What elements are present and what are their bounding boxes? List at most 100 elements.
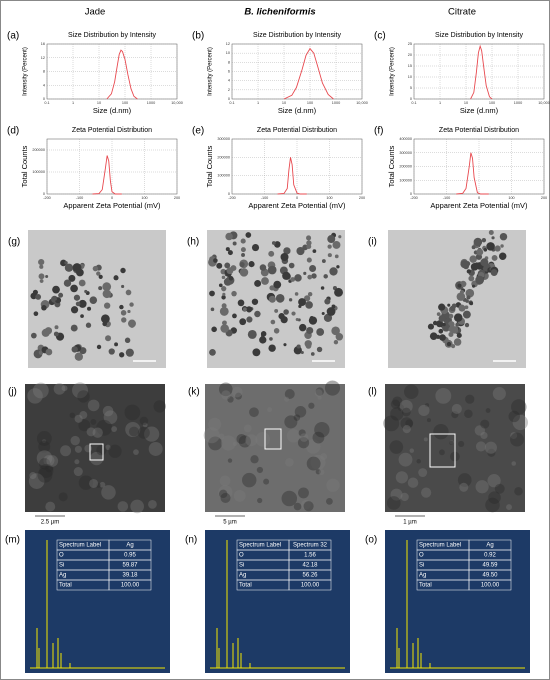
- particle: [466, 269, 472, 274]
- particle: [222, 292, 226, 296]
- texture: [284, 389, 295, 399]
- particle: [121, 317, 127, 323]
- particle: [488, 230, 494, 236]
- particle: [220, 324, 229, 333]
- particle: [108, 348, 115, 355]
- particle: [39, 264, 44, 269]
- particle: [282, 268, 287, 272]
- particle: [225, 247, 230, 252]
- texture: [242, 472, 257, 488]
- texture: [435, 387, 452, 404]
- texture: [485, 408, 491, 413]
- particle: [210, 307, 215, 312]
- particle: [218, 283, 223, 288]
- panel-label: (f): [374, 126, 383, 137]
- table-text: Si: [59, 563, 64, 569]
- texture: [32, 382, 49, 399]
- selection-box: [89, 443, 104, 461]
- particle: [307, 274, 313, 280]
- x-tick-label: -100: [443, 196, 451, 200]
- particle: [320, 286, 325, 290]
- particle: [283, 309, 289, 315]
- particle: [259, 336, 267, 344]
- particle: [274, 308, 279, 313]
- table-text: 1.56: [304, 553, 316, 559]
- particle: [103, 302, 111, 309]
- texture: [227, 458, 233, 463]
- particle: [221, 275, 226, 280]
- table-text: Total: [419, 583, 432, 589]
- table-text: 100.00: [121, 583, 140, 589]
- texture: [139, 416, 149, 426]
- y-tick-label: 10: [408, 75, 412, 79]
- particle: [105, 335, 112, 342]
- particle: [273, 328, 280, 334]
- panel-label: (a): [7, 31, 19, 42]
- particle: [294, 292, 299, 296]
- x-axis-label: Size (d.nm): [278, 106, 317, 115]
- particle: [246, 316, 253, 323]
- y-tick-label: 8: [228, 60, 230, 64]
- particle: [336, 265, 340, 269]
- texture: [475, 441, 487, 452]
- particle: [451, 344, 456, 349]
- particle: [239, 318, 247, 326]
- particle: [209, 349, 216, 356]
- particle: [308, 316, 318, 325]
- particle: [87, 306, 92, 311]
- texture: [458, 440, 465, 447]
- particle: [98, 274, 103, 279]
- particle: [225, 232, 233, 241]
- texture: [488, 491, 501, 505]
- texture: [418, 468, 428, 478]
- particle: [436, 334, 441, 339]
- texture: [96, 419, 113, 436]
- x-tick-label: 0: [478, 196, 480, 200]
- particle: [127, 309, 131, 314]
- particle: [298, 304, 302, 309]
- particle: [45, 274, 49, 278]
- texture: [508, 410, 520, 423]
- particle: [481, 238, 487, 243]
- particle: [304, 340, 312, 348]
- particle: [446, 341, 452, 347]
- particle: [119, 352, 125, 358]
- texture: [36, 450, 53, 466]
- x-tick-label: 0: [296, 196, 298, 200]
- texture: [386, 496, 401, 510]
- particle: [240, 238, 246, 244]
- texture: [96, 444, 107, 456]
- particle: [300, 350, 304, 354]
- y-tick-label: 6: [228, 70, 230, 74]
- particle: [316, 328, 325, 336]
- particle: [129, 302, 134, 307]
- particle: [306, 326, 314, 335]
- texture: [514, 487, 523, 496]
- texture: [392, 396, 403, 407]
- texture: [133, 449, 139, 456]
- particle: [438, 328, 444, 334]
- y-tick-label: 0: [43, 97, 45, 101]
- x-tick-label: -100: [261, 196, 269, 200]
- texture: [232, 441, 238, 447]
- particle: [498, 252, 507, 260]
- particle: [448, 331, 454, 337]
- texture: [324, 380, 341, 396]
- texture: [218, 485, 233, 500]
- scale-bar-label: 5 µm: [223, 520, 236, 526]
- texture: [383, 415, 400, 432]
- x-tick-label: 100: [307, 101, 313, 105]
- particle: [462, 310, 471, 319]
- texture: [103, 410, 118, 425]
- texture: [73, 467, 83, 477]
- texture: [77, 390, 90, 403]
- particle: [455, 322, 460, 327]
- particle: [464, 322, 470, 328]
- texture: [281, 490, 298, 507]
- texture: [293, 502, 302, 511]
- particle: [333, 340, 339, 345]
- particle: [228, 275, 234, 281]
- particle: [438, 314, 446, 322]
- texture: [243, 424, 252, 433]
- particle: [60, 259, 67, 267]
